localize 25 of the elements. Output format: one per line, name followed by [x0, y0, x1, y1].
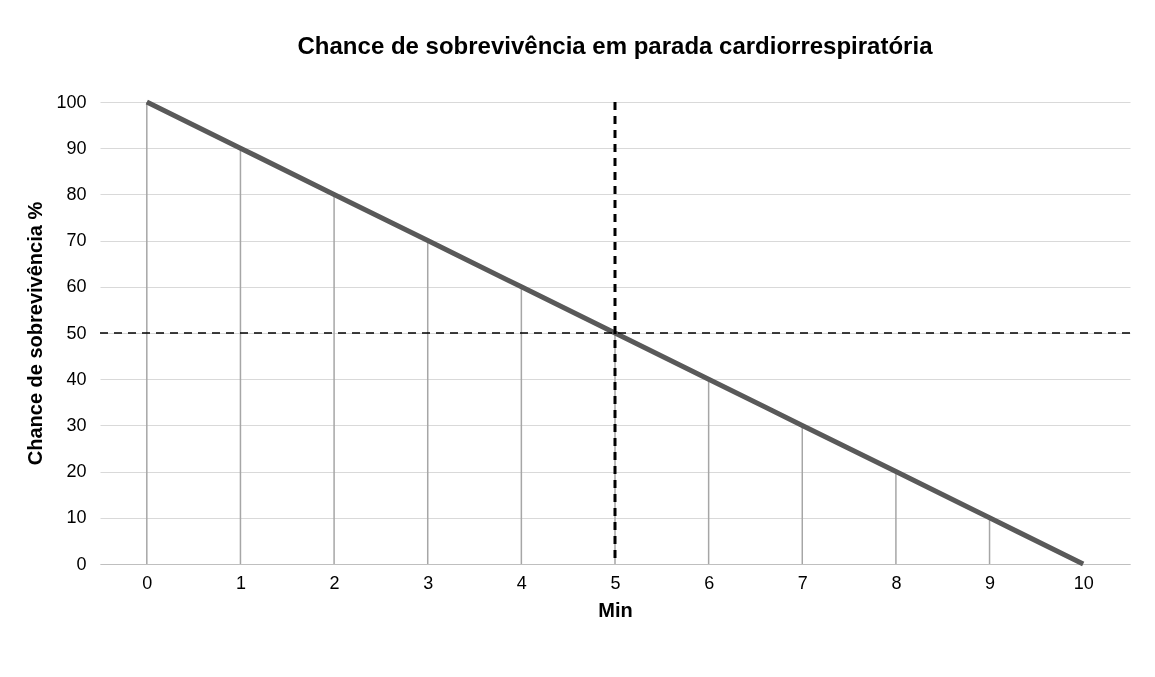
- x-tick-label: 1: [235, 572, 246, 593]
- y-tick-label: 50: [66, 322, 87, 343]
- x-tick-label: 6: [704, 572, 715, 593]
- x-tick-label: 4: [516, 572, 527, 593]
- x-tick-label: 2: [329, 572, 340, 593]
- y-tick-label: 70: [66, 230, 87, 251]
- x-tick-label: 3: [423, 572, 434, 593]
- y-tick-label: 30: [66, 414, 87, 435]
- y-tick-label: 80: [66, 183, 87, 204]
- x-tick-label: 10: [1073, 572, 1094, 593]
- y-tick-label: 60: [66, 276, 87, 297]
- y-tick-label: 0: [76, 553, 87, 574]
- y-tick-label: 40: [66, 368, 87, 389]
- y-tick-label: 90: [66, 137, 87, 158]
- x-tick-label: 9: [985, 572, 996, 593]
- y-tick-label: 10: [66, 507, 87, 528]
- y-axis-title: Chance de sobrevivência %: [24, 201, 47, 466]
- x-tick-label: 7: [797, 572, 808, 593]
- y-tick-label: 20: [66, 461, 87, 482]
- chart-title: Chance de sobrevivência em parada cardiorrespiratória: [297, 32, 934, 59]
- y-tick-label: 100: [56, 91, 87, 112]
- x-tick-label: 0: [142, 572, 153, 593]
- x-tick-label: 8: [891, 572, 902, 593]
- x-axis-title: Min: [598, 598, 633, 621]
- x-tick-label: 5: [610, 572, 621, 593]
